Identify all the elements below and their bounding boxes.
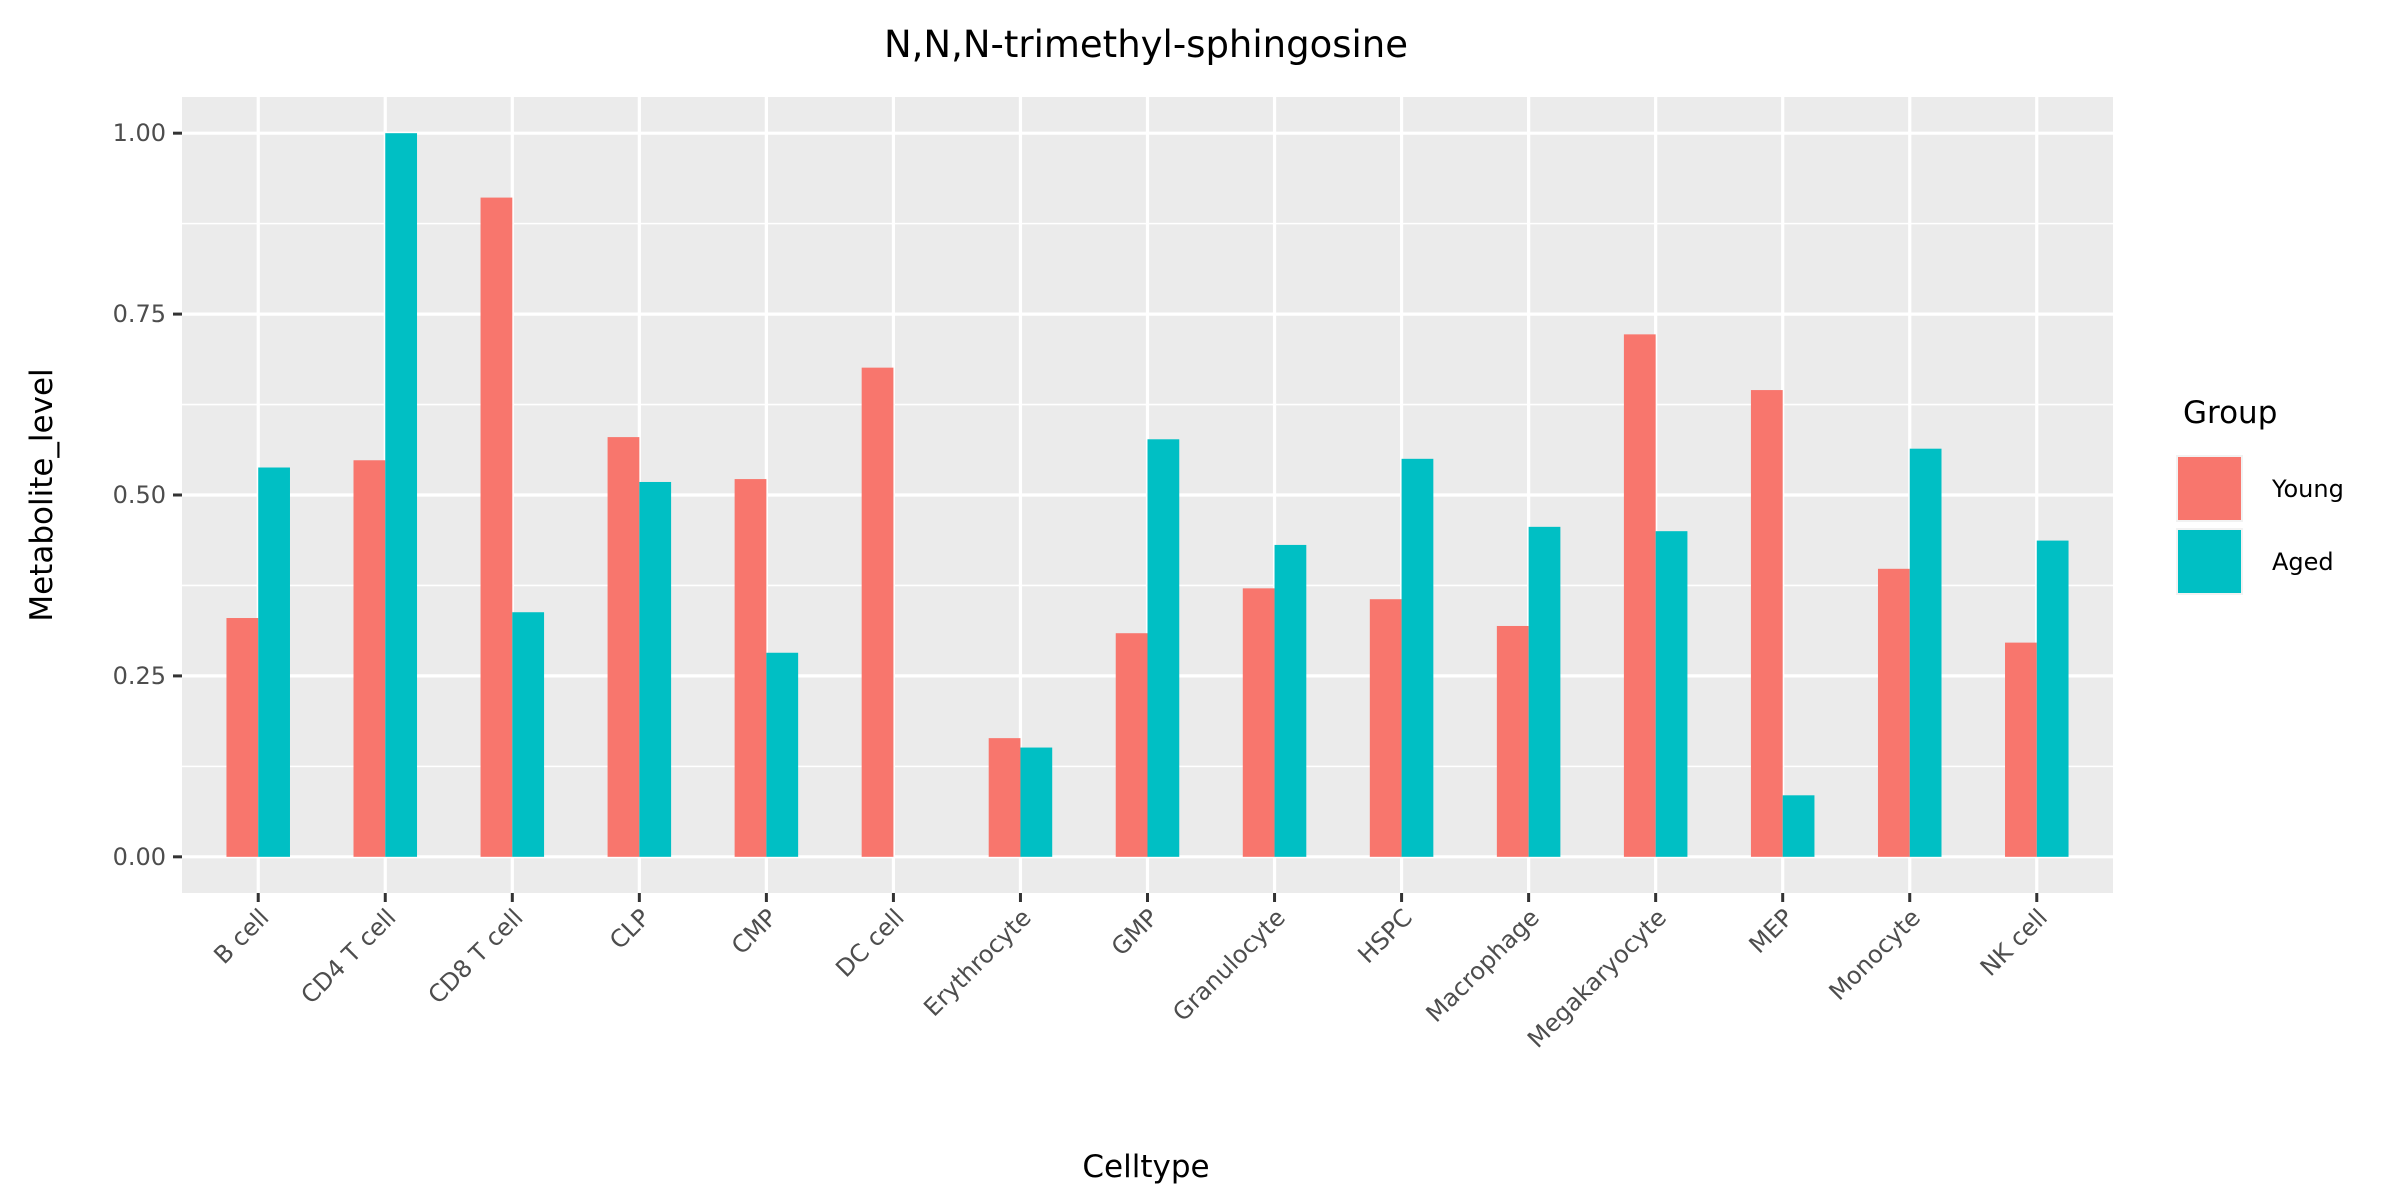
bar-young [226, 618, 259, 857]
bar-young [1115, 633, 1148, 857]
bar-young [353, 460, 386, 857]
bar-young [1496, 625, 1529, 857]
x-tick-label: CLP [604, 903, 655, 954]
bars [226, 133, 2069, 857]
bar-aged [1655, 531, 1688, 857]
bar-aged [1274, 544, 1307, 857]
x-axis-title: Celltype [1082, 1149, 1209, 1185]
x-tick-label: HSPC [1352, 903, 1417, 968]
legend-label-aged: Aged [2272, 548, 2334, 576]
legend: Group Young Aged [2176, 395, 2344, 595]
bar-young [2005, 642, 2037, 857]
bar-young [1623, 334, 1656, 857]
x-tick-label: Megakaryocyte [1522, 903, 1672, 1053]
bar-aged [1020, 747, 1053, 857]
y-axis: 0.00 0.25 0.50 0.75 1.00 [113, 119, 182, 871]
legend-items: Young Aged [2176, 455, 2344, 595]
bar-aged [1401, 458, 1434, 857]
x-tick-label: Erythrocyte [918, 903, 1036, 1021]
x-axis: B cell CD4 T cell CD8 T cell CLP CMP DC cell E… [208, 893, 2053, 1053]
bar-aged [1909, 448, 1942, 857]
bar-young [1750, 390, 1783, 857]
y-tick-label: 0.50 [113, 481, 166, 509]
y-tick-label: 0.75 [113, 300, 166, 328]
y-tick-label: 0.25 [113, 662, 166, 690]
bar-young [1369, 599, 1402, 857]
legend-swatch-aged [2178, 530, 2241, 593]
bar-young [607, 437, 640, 857]
x-tick-label: CMP [726, 903, 783, 960]
bar-young [1242, 588, 1275, 857]
x-tick-label: Granulocyte [1167, 903, 1290, 1026]
x-tick-label: GMP [1106, 903, 1164, 961]
legend-swatch-young [2178, 457, 2241, 520]
x-tick-label: CD8 T cell [423, 903, 529, 1009]
y-tick-label: 1.00 [113, 119, 166, 147]
legend-title: Group [2183, 395, 2277, 431]
bar-aged [2036, 540, 2069, 857]
bar-young [480, 197, 513, 857]
bar-aged [1528, 526, 1561, 857]
x-tick-label: Macrophage [1421, 903, 1545, 1027]
x-tick-label: CD4 T cell [296, 903, 402, 1009]
bar-young [1877, 568, 1910, 857]
y-axis-title: Metabolite_level [24, 368, 60, 621]
bar-aged [385, 133, 418, 857]
bar-young [861, 367, 894, 857]
bar-aged [766, 652, 799, 857]
bar-aged [639, 481, 672, 857]
bar-aged [1147, 439, 1180, 857]
bar-young [734, 479, 767, 857]
x-tick-label: Monocyte [1824, 903, 1926, 1005]
x-tick-label: DC cell [830, 903, 909, 982]
x-tick-label: NK cell [1975, 903, 2053, 981]
bar-aged [1782, 795, 1815, 857]
legend-label-young: Young [2271, 475, 2344, 503]
bar-young [988, 738, 1021, 857]
bar-aged [512, 612, 545, 857]
bar-aged [258, 467, 290, 857]
x-tick-label: MEP [1744, 903, 1799, 958]
x-tick-label: B cell [208, 903, 274, 969]
chart-title: N,N,N-trimethyl-sphingosine [884, 23, 1408, 66]
y-tick-label: 0.00 [113, 843, 166, 871]
